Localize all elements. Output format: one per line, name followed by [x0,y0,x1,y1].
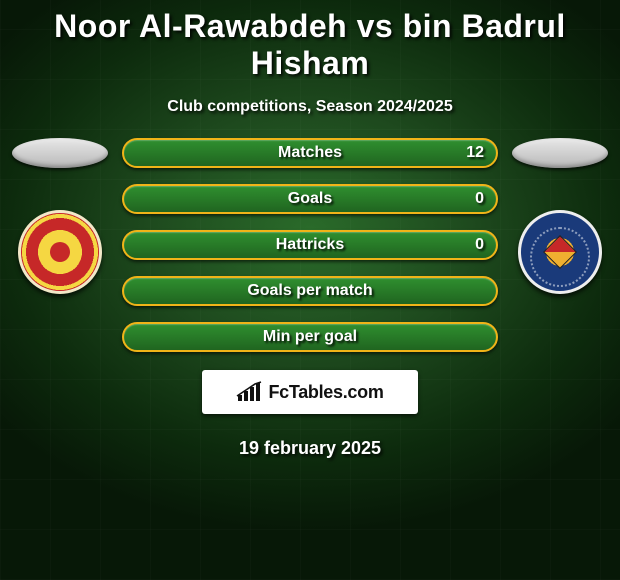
stat-label: Goals per match [247,282,372,300]
player-right-marker [512,138,608,168]
brand-text: FcTables.com [268,382,383,403]
stat-label: Hattricks [276,236,344,254]
card-date: 19 february 2025 [0,438,620,459]
stat-right-value: 12 [466,144,484,162]
stat-right-value: 0 [475,236,484,254]
club-badge-left [18,210,102,294]
columns: Matches 12 Goals 0 Hattricks 0 Goals per… [0,138,620,352]
stat-row-hattricks: Hattricks 0 [122,230,498,260]
comparison-card: Noor Al-Rawabdeh vs bin Badrul Hisham Cl… [0,0,620,580]
player-right [510,138,610,294]
player-left [10,138,110,294]
bar-chart-icon [236,381,262,403]
subtitle: Club competitions, Season 2024/2025 [0,98,620,116]
stat-label: Goals [288,190,332,208]
club-badge-right [518,210,602,294]
stat-label: Matches [278,144,342,162]
stat-label: Min per goal [263,328,357,346]
stat-right-value: 0 [475,190,484,208]
brand-link[interactable]: FcTables.com [202,370,418,414]
player-left-marker [12,138,108,168]
stat-row-goals-per-match: Goals per match [122,276,498,306]
stat-row-matches: Matches 12 [122,138,498,168]
stats-list: Matches 12 Goals 0 Hattricks 0 Goals per… [110,138,510,352]
stat-row-goals: Goals 0 [122,184,498,214]
page-title: Noor Al-Rawabdeh vs bin Badrul Hisham [0,0,620,82]
stat-row-min-per-goal: Min per goal [122,322,498,352]
